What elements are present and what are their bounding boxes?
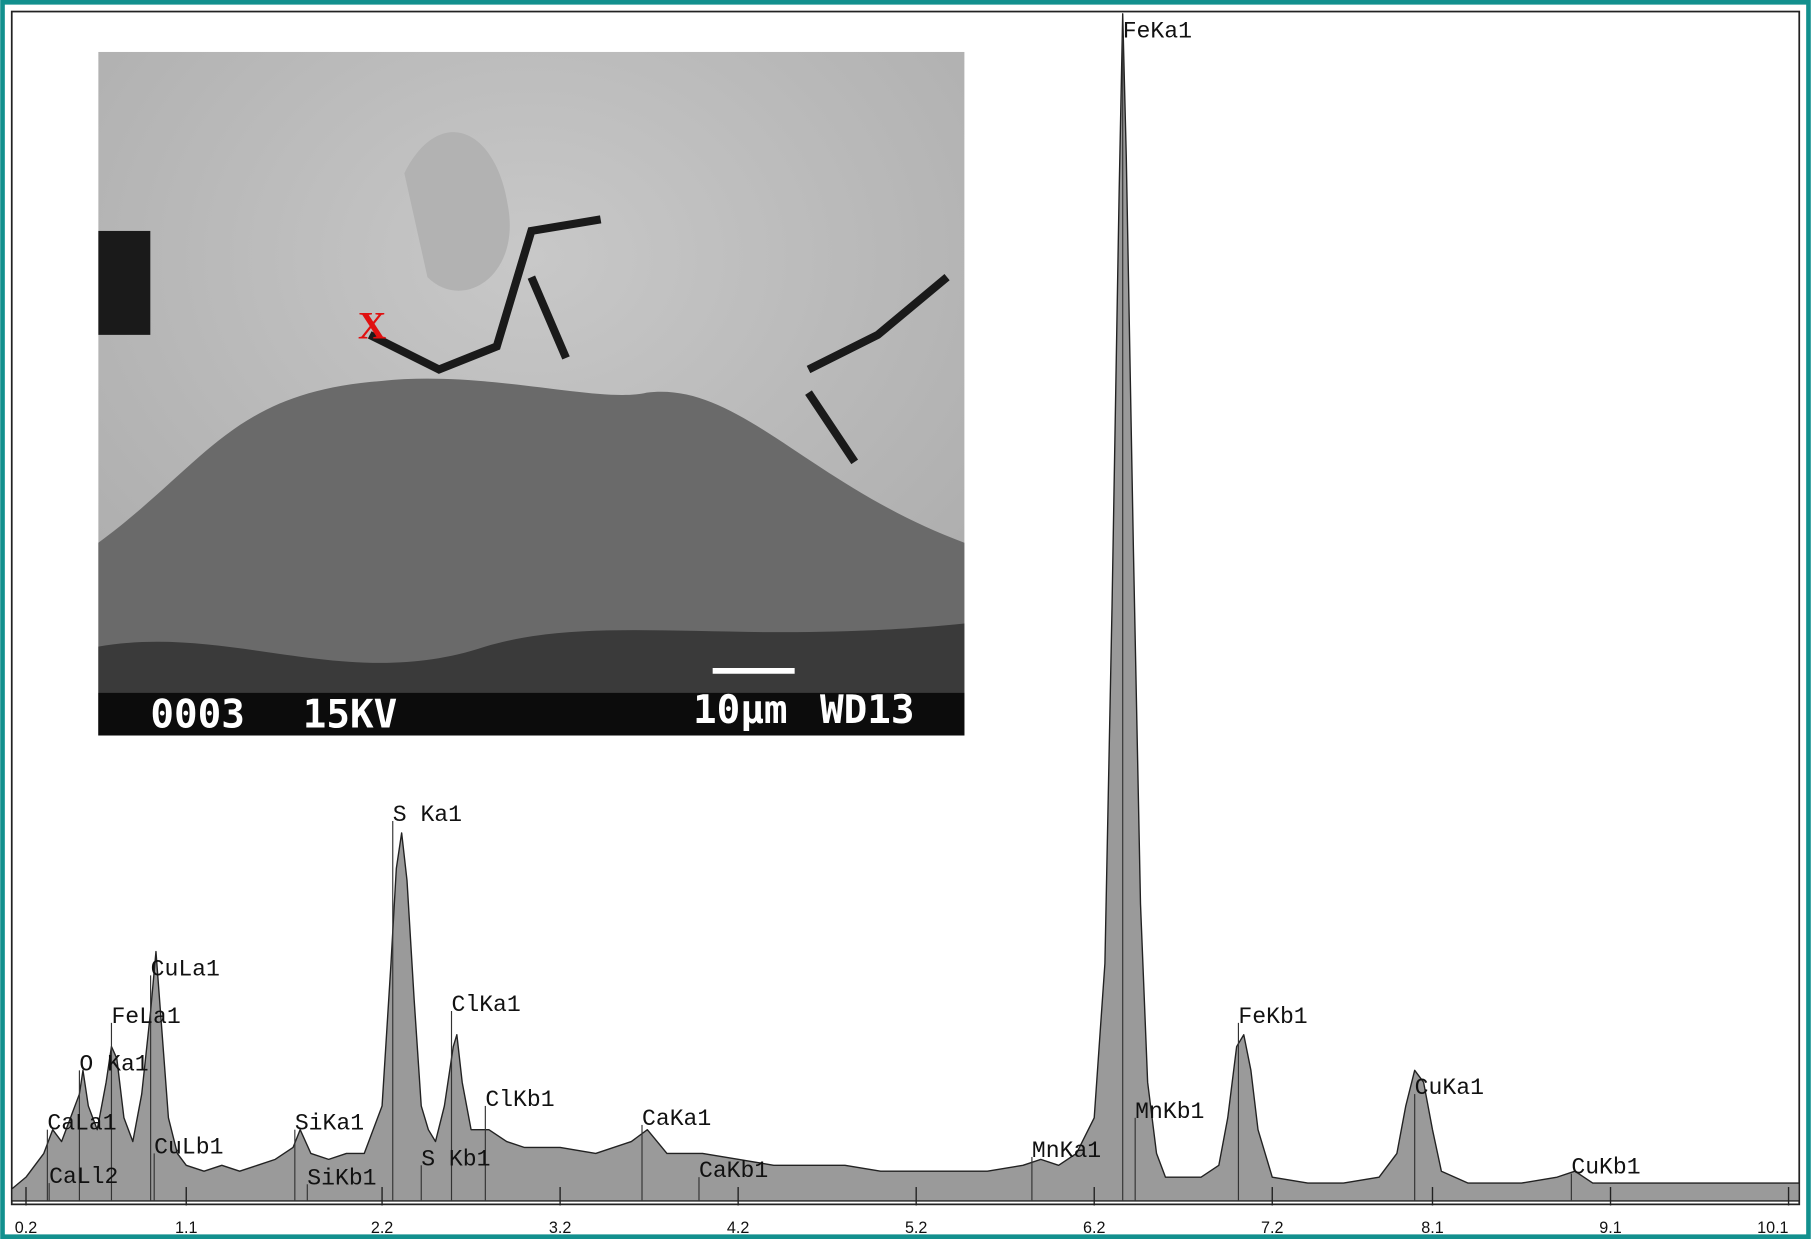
peak-label: ClKb1 <box>485 1087 554 1113</box>
peak-label: CaKa1 <box>642 1106 711 1132</box>
spectrum <box>11 13 1800 1202</box>
voltage: 15KV <box>303 692 398 737</box>
peak-label: CuLa1 <box>151 956 220 982</box>
x-tick-label: 4.2 <box>727 1219 749 1237</box>
peak-label: SiKb1 <box>307 1165 376 1191</box>
sem-crack <box>367 215 950 465</box>
x-tick-label: 3.2 <box>549 1219 571 1237</box>
peak-label: FeLa1 <box>111 1004 180 1030</box>
peak-label: FeKb1 <box>1238 1004 1307 1030</box>
plot-area: 0.2 1.1 2.2 3.2 4.2 5.2 6.2 7.2 8.1 9.1 10.1 FeKa1 S… <box>11 13 1800 1237</box>
x-tick-label: 6.2 <box>1083 1219 1105 1237</box>
peak-label: CuKb1 <box>1571 1155 1640 1181</box>
peak-label: CuLb1 <box>154 1134 223 1160</box>
sem-region <box>98 230 151 335</box>
peak-label: CuKa1 <box>1415 1075 1484 1101</box>
peak-label: CaLa1 <box>47 1111 116 1137</box>
sem-region <box>98 692 965 736</box>
peak-label: S Kb1 <box>421 1146 490 1172</box>
peak-label: CaLl2 <box>49 1164 118 1190</box>
peak-label: SiKa1 <box>295 1111 364 1137</box>
x-tick-label: 1.1 <box>175 1219 197 1237</box>
scale-label: 10µm <box>693 688 788 733</box>
x-tick-label: 7.2 <box>1261 1219 1283 1237</box>
peak-label: CaKb1 <box>699 1158 768 1184</box>
x-tick-label: 10.1 <box>1757 1219 1788 1237</box>
x-tick-label: 2.2 <box>371 1219 393 1237</box>
plot-frame <box>10 10 1801 1206</box>
peak-label: ClKa1 <box>452 992 521 1018</box>
x-tick-label: 9.1 <box>1599 1219 1621 1237</box>
sem-region <box>404 132 510 291</box>
x-tick-label: 8.1 <box>1421 1219 1443 1237</box>
image-number: 0003 <box>150 692 245 737</box>
peak-label: MnKb1 <box>1135 1099 1204 1125</box>
marker-label: X <box>358 304 386 347</box>
working-distance: WD13 <box>820 688 915 733</box>
peak-label: S Ka1 <box>393 802 462 828</box>
peak-label: O Ka1 <box>79 1051 148 1077</box>
peak-label: FeKa1 <box>1123 19 1192 45</box>
x-tick-label: 5.2 <box>905 1219 927 1237</box>
sem-inset: X 0003 15KV 10µm WD13 <box>98 51 965 737</box>
x-tick-label: 0.2 <box>15 1219 37 1237</box>
peak-label: MnKa1 <box>1032 1138 1101 1164</box>
